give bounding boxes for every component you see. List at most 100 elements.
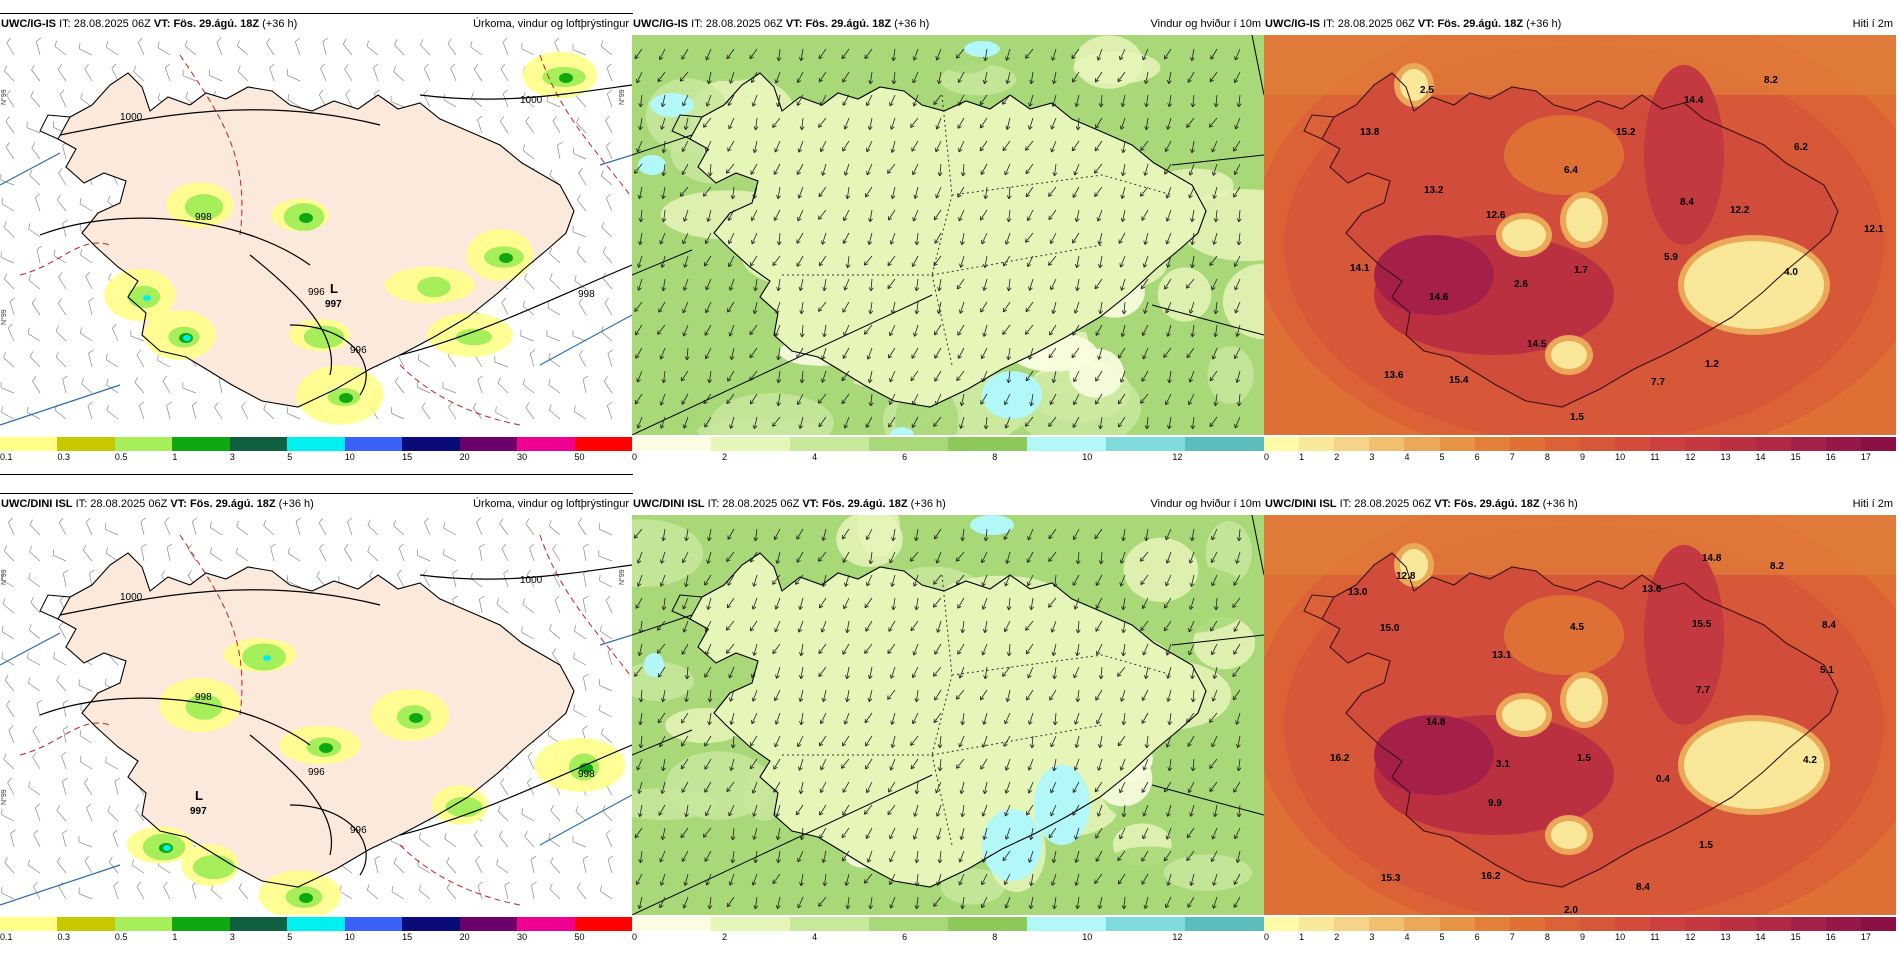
colorbar-swatch bbox=[1440, 437, 1476, 451]
colorbar-swatch bbox=[460, 437, 518, 451]
colorbar-swatch bbox=[1756, 437, 1792, 451]
colorbar-tick: 6 bbox=[902, 932, 907, 942]
colorbar-tick: 15 bbox=[1791, 452, 1801, 462]
colorbar-tick: 0.3 bbox=[57, 932, 70, 942]
panel-header: UWC/IG-IS IT: 28.08.2025 06Z VT: Fös. 29… bbox=[0, 14, 632, 34]
colorbar-swatch bbox=[1545, 437, 1581, 451]
colorbar-tick: 10 bbox=[1615, 932, 1625, 942]
latitude-label: N°99 bbox=[618, 89, 626, 105]
colorbar-swatch bbox=[1791, 437, 1827, 451]
temperature-value: 0.4 bbox=[1656, 774, 1670, 785]
colorbar-swatch bbox=[1369, 917, 1405, 931]
temperature-value: 8.2 bbox=[1770, 561, 1784, 572]
model-name: UWC/IG-IS bbox=[0, 18, 56, 30]
colorbar-swatch bbox=[517, 437, 575, 451]
colorbar-tick: 15 bbox=[402, 452, 412, 462]
colorbar-swatch bbox=[1299, 437, 1335, 451]
temperature-value: 13.8 bbox=[1360, 127, 1380, 138]
it-label: IT: bbox=[1323, 18, 1335, 30]
colorbar-tick: 8 bbox=[1545, 932, 1550, 942]
colorbar-swatch bbox=[1264, 437, 1300, 451]
isobar-label: 996 bbox=[308, 767, 325, 778]
colorbar-tick: 10 bbox=[1615, 452, 1625, 462]
lead-time: (+36 h) bbox=[262, 18, 297, 30]
lead-time: (+36 h) bbox=[894, 18, 929, 30]
colorbar-tick: 0 bbox=[1264, 932, 1269, 942]
colorbar-swatch bbox=[57, 437, 115, 451]
low-pressure-value: 997 bbox=[190, 806, 207, 817]
colorbar-swatch bbox=[0, 917, 58, 931]
panel-header: UWC/DINI ISL IT: 28.08.2025 06Z VT: Fös.… bbox=[1264, 494, 1896, 514]
temperature-value: 14.8 bbox=[1702, 553, 1722, 564]
colorbar-swatch bbox=[1404, 437, 1440, 451]
colorbar-tick: 0 bbox=[632, 452, 637, 462]
colorbar-tick: 15 bbox=[402, 932, 412, 942]
colorbar-swatch bbox=[1861, 437, 1897, 451]
temperature-value: 9.9 bbox=[1488, 798, 1502, 809]
colorbar-tick: 16 bbox=[1826, 452, 1836, 462]
temperature-value: 16.2 bbox=[1481, 871, 1501, 882]
panel-wind-ig-is: UWC/IG-IS IT: 28.08.2025 06Z VT: Fös. 29… bbox=[632, 14, 1264, 474]
isobar-label: 998 bbox=[578, 289, 595, 300]
colorbar-tick: 10 bbox=[1082, 452, 1092, 462]
colorbar-swatch bbox=[402, 437, 460, 451]
colorbar-tick: 14 bbox=[1756, 452, 1766, 462]
colorbar-swatch bbox=[1791, 917, 1827, 931]
temperature-value: 7.7 bbox=[1696, 685, 1710, 696]
isobar-label: 1000 bbox=[520, 95, 543, 106]
isobar-label: 996 bbox=[350, 825, 367, 836]
colorbar-swatch bbox=[57, 917, 115, 931]
temperature-value: 2.6 bbox=[1514, 279, 1528, 290]
colorbar-swatch bbox=[1027, 917, 1107, 931]
colorbar-swatch bbox=[1264, 917, 1300, 931]
colorbar-tick: 3 bbox=[1369, 932, 1374, 942]
colorbar-tick: 0.1 bbox=[0, 452, 13, 462]
colorbar-swatch bbox=[115, 917, 173, 931]
vt-value: Fös. 29.ágú. 18Z bbox=[190, 498, 276, 510]
panel-header: UWC/DINI ISL IT: 28.08.2025 06Z VT: Fös.… bbox=[0, 494, 632, 514]
latitude-label: N°99 bbox=[0, 789, 8, 805]
colorbar-swatch bbox=[287, 917, 345, 931]
colorbar-tick: 50 bbox=[575, 932, 585, 942]
colorbar-tick: 4 bbox=[812, 932, 817, 942]
colorbar-swatch bbox=[115, 437, 173, 451]
panel-wind-dini: UWC/DINI ISL IT: 28.08.2025 06Z VT: Fös.… bbox=[632, 494, 1264, 954]
colorbar-tick: 12 bbox=[1172, 932, 1182, 942]
temperature-value: 14.4 bbox=[1684, 95, 1704, 106]
it-label: IT: bbox=[76, 498, 88, 510]
colorbar-tick: 30 bbox=[517, 452, 527, 462]
colorbar-swatch bbox=[948, 437, 1028, 451]
vt-value: Fös. 29.ágú. 18Z bbox=[805, 18, 891, 30]
colorbar-swatch bbox=[172, 437, 230, 451]
colorbar-swatch bbox=[1510, 917, 1546, 931]
colorbar-tick: 0 bbox=[632, 932, 637, 942]
colorbar-swatch bbox=[1185, 917, 1265, 931]
temperature-value: 15.3 bbox=[1381, 873, 1401, 884]
panel-precip-ig-is: UWC/IG-IS IT: 28.08.2025 06Z VT: Fös. 29… bbox=[0, 14, 632, 474]
temperature-value: 14.8 bbox=[1426, 717, 1446, 728]
colorbar-swatch bbox=[402, 917, 460, 931]
colorbar-tick: 13 bbox=[1720, 452, 1730, 462]
colorbar-tick: 15 bbox=[1791, 932, 1801, 942]
colorbar-swatch bbox=[632, 437, 712, 451]
panel-header: UWC/IG-IS IT: 28.08.2025 06Z VT: Fös. 29… bbox=[632, 14, 1264, 34]
temperature-value: 8.4 bbox=[1680, 197, 1694, 208]
colorbar-tick: 3 bbox=[230, 452, 235, 462]
temperature-value: 15.0 bbox=[1380, 623, 1400, 634]
colorbar-tick: 4 bbox=[812, 452, 817, 462]
colorbar-swatch bbox=[1106, 437, 1186, 451]
lead-time: (+36 h) bbox=[1526, 18, 1561, 30]
temperature-value: 13.0 bbox=[1348, 587, 1368, 598]
colorbar-swatch bbox=[1299, 917, 1335, 931]
colorbar-swatch bbox=[0, 437, 58, 451]
it-value: 28.08.2025 06Z bbox=[1338, 18, 1415, 30]
colorbar-tick: 12 bbox=[1172, 452, 1182, 462]
colorbar-swatch bbox=[1185, 437, 1265, 451]
colorbar-tick: 3 bbox=[230, 932, 235, 942]
temperature-value: 13.6 bbox=[1384, 370, 1404, 381]
it-label: IT: bbox=[691, 18, 703, 30]
colorbar-tick: 1 bbox=[172, 452, 177, 462]
panel-header: UWC/DINI ISL IT: 28.08.2025 06Z VT: Fös.… bbox=[632, 494, 1264, 514]
